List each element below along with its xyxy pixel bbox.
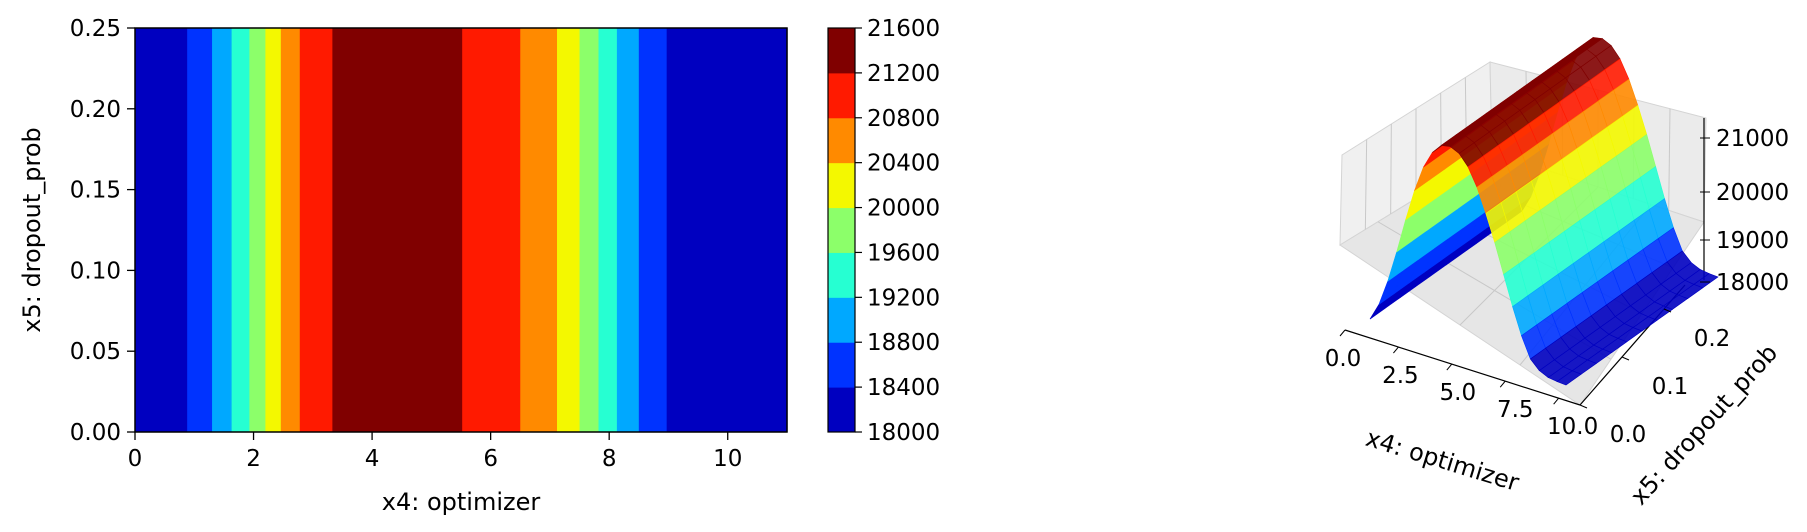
surface3d-x-tick-label: 0.0 (1325, 346, 1362, 372)
surface3d-y-tick-label: 0.0 (1610, 422, 1647, 448)
surface3d-z-tick-label: 19000 (1716, 228, 1789, 254)
colorbar-cell (828, 252, 855, 298)
surface3d-z-tick-label: 18000 (1716, 270, 1789, 296)
surface-mesh (1369, 37, 1719, 386)
colorbar-tick-label: 19600 (867, 240, 940, 266)
surface3d-z-tick-label: 20000 (1716, 180, 1789, 206)
colorbar-tick-label: 20800 (867, 106, 940, 132)
colorbar: 21600 21200 20800 20400 20000 19600 19200 18800… (827, 16, 940, 446)
surface3d-y-tick-label: 0.2 (1694, 326, 1731, 352)
surface3d-x-tick-label: 5.0 (1440, 380, 1477, 406)
colorbar-tick-label: 20000 (867, 196, 940, 222)
surface3d-z-ticks: 21000 20000 19000 18000 (1700, 126, 1789, 296)
colorbar-tick-label: 20400 (867, 151, 940, 177)
colorbar-cell (828, 117, 855, 164)
contour-x-tick-label: 2 (246, 446, 261, 472)
contour-band (265, 28, 282, 432)
surface3d-x-tick-mark (1339, 329, 1346, 337)
contour-band (332, 28, 463, 432)
colorbar-cell (828, 342, 855, 388)
contour-x-tick-label: 8 (602, 446, 617, 472)
surface3d-y-tick-mark (1621, 356, 1630, 361)
surface3d-x-tick-label: 2.5 (1382, 363, 1419, 389)
colorbar-ticks: 21600 21200 20800 20400 20000 19600 19200 18800… (855, 16, 940, 446)
contour-band (598, 28, 618, 432)
contour-band (616, 28, 640, 432)
colorbar-cell (828, 207, 855, 253)
contour-y-axis-label: x5: dropout_prob (18, 127, 46, 332)
contour-y-tick-label: 0.25 (70, 16, 121, 42)
contour-band (638, 28, 668, 432)
surface3d-x-tick-mark (1393, 346, 1399, 354)
contour-band (212, 28, 233, 432)
surface3d-x-axis-label: x4: optimizer (1362, 424, 1522, 497)
contour-band (280, 28, 301, 432)
contour-x-axis-label: x4: optimizer (382, 488, 541, 516)
surface3d-y-axis-label: x5: dropout_prob (1625, 339, 1783, 510)
contour-x-ticks: 0 2 4 6 8 10 (128, 432, 742, 472)
colorbar-tick-label: 18400 (867, 375, 940, 401)
surface3d-z-tick-label: 21000 (1716, 126, 1789, 152)
colorbar-tick-label: 21200 (867, 61, 940, 87)
colorbar-frame (827, 27, 856, 433)
contour-band (520, 28, 558, 432)
contour-y-tick-label: 0.10 (70, 258, 121, 284)
contour-band (557, 28, 581, 432)
contour-band (299, 28, 333, 432)
surface3d-x-tick-mark (1499, 380, 1506, 388)
contour-x-tick-label: 0 (128, 446, 143, 472)
surface-facet (1693, 273, 1719, 289)
grid-line (1364, 139, 1368, 230)
contour-band (249, 28, 266, 432)
contour-x-tick-label: 4 (365, 446, 380, 472)
colorbar-tick-label: 18800 (867, 330, 940, 356)
surface3d-x-tick-label: 10.0 (1547, 414, 1598, 440)
colorbar-cell (828, 297, 855, 343)
contour-band (462, 28, 521, 432)
surface3d-x-axis-line (1344, 329, 1581, 406)
contour-y-tick-label: 0.05 (70, 339, 121, 365)
colorbar-tick-label: 18000 (867, 420, 940, 446)
surface3d-x-tick-mark (1446, 363, 1453, 371)
contour-band (187, 28, 213, 432)
surface3d-y-tick-mark (1579, 404, 1588, 409)
grid-line (1390, 123, 1392, 215)
surface3d-y-tick-mark (1663, 308, 1672, 313)
contour-bands (135, 28, 788, 432)
contour-y-tick-label: 0.15 (70, 178, 121, 204)
colorbar-tick-label: 21600 (867, 16, 940, 42)
colorbar-cell (828, 162, 855, 209)
surface3d-x-tick-label: 7.5 (1497, 397, 1534, 423)
colorbar-cells (828, 28, 855, 433)
colorbar-tick-label: 19200 (867, 285, 940, 311)
colorbar-cell (828, 387, 855, 433)
surface3d-x-ticks: 0.0 2.5 5.0 7.5 10.0 (1325, 329, 1598, 440)
contour-y-tick-label: 0.20 (70, 97, 121, 123)
contour-x-tick-label: 6 (483, 446, 498, 472)
surface3d-y-tick-label: 0.1 (1652, 374, 1689, 400)
surface3d-y-ticks: 0.00.10.2 (1579, 308, 1731, 448)
contour-chart: 0 2 4 6 8 10 0.00 0.05 0.10 0.15 0.20 0.25 x4: opt… (18, 16, 788, 516)
surface3d-x-tick-mark (1553, 397, 1560, 405)
colorbar-cell (828, 72, 855, 119)
contour-band (135, 28, 188, 432)
contour-x-tick-label: 10 (713, 446, 742, 472)
contour-plot-frame (134, 27, 788, 433)
contour-y-tick-label: 0.00 (70, 420, 121, 446)
contour-band (666, 28, 788, 432)
contour-band (231, 28, 250, 432)
contour-band (579, 28, 600, 432)
contour-y-ticks: 0.00 0.05 0.10 0.15 0.20 0.25 (70, 16, 135, 446)
surface3d-chart: 0.02.55.07.510.0 0.00.10.2 2100020000190… (1325, 37, 1789, 510)
grid-line (1668, 108, 1671, 211)
colorbar-cell (828, 28, 855, 74)
